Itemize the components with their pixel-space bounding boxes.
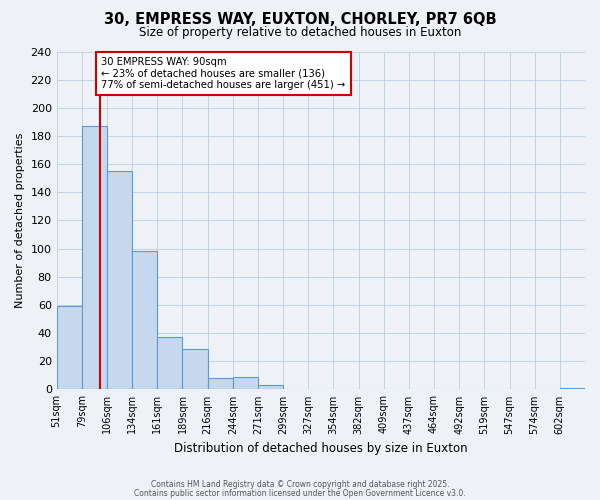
Text: Contains HM Land Registry data © Crown copyright and database right 2025.: Contains HM Land Registry data © Crown c… bbox=[151, 480, 449, 489]
Text: Size of property relative to detached houses in Euxton: Size of property relative to detached ho… bbox=[139, 26, 461, 39]
Bar bbox=[132, 252, 157, 390]
Bar bbox=[233, 377, 258, 390]
Bar bbox=[107, 171, 132, 390]
Text: 30 EMPRESS WAY: 90sqm
← 23% of detached houses are smaller (136)
77% of semi-det: 30 EMPRESS WAY: 90sqm ← 23% of detached … bbox=[101, 57, 346, 90]
Bar bbox=[208, 378, 233, 390]
X-axis label: Distribution of detached houses by size in Euxton: Distribution of detached houses by size … bbox=[174, 442, 467, 455]
Bar bbox=[56, 306, 82, 390]
Text: Contains public sector information licensed under the Open Government Licence v3: Contains public sector information licen… bbox=[134, 489, 466, 498]
Y-axis label: Number of detached properties: Number of detached properties bbox=[15, 133, 25, 308]
Text: 30, EMPRESS WAY, EUXTON, CHORLEY, PR7 6QB: 30, EMPRESS WAY, EUXTON, CHORLEY, PR7 6Q… bbox=[104, 12, 496, 28]
Bar bbox=[560, 388, 585, 390]
Bar bbox=[82, 126, 107, 390]
Bar bbox=[157, 338, 182, 390]
Bar bbox=[182, 348, 208, 390]
Bar bbox=[258, 385, 283, 390]
